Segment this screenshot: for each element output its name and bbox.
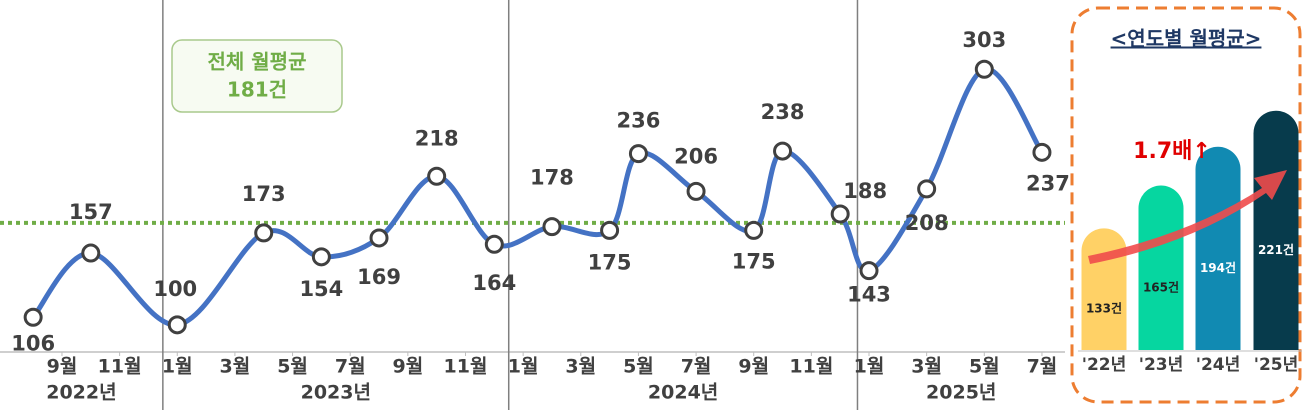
x-tick-label: 5월 bbox=[969, 356, 1000, 378]
data-label: 164 bbox=[472, 271, 516, 295]
data-point bbox=[311, 247, 331, 267]
data-label: 169 bbox=[357, 265, 401, 289]
value-label: 221건 bbox=[1258, 242, 1294, 257]
average-box bbox=[171, 39, 343, 113]
average-label: 전체 월평균 bbox=[208, 50, 307, 74]
x-tick-label: 11월 bbox=[98, 356, 142, 378]
year-label: 2025년 bbox=[926, 382, 996, 404]
x-tick-label: 9월 bbox=[738, 356, 769, 378]
x-tick-label: 1월 bbox=[854, 356, 885, 378]
category-label: '23년 bbox=[1139, 355, 1184, 375]
category-label: '25년 bbox=[1254, 355, 1299, 375]
data-label: 208 bbox=[905, 211, 949, 235]
data-label: 143 bbox=[847, 283, 891, 307]
bar bbox=[1253, 110, 1299, 351]
data-label: 303 bbox=[962, 28, 1006, 52]
data-label: 175 bbox=[588, 250, 632, 274]
data-label: 106 bbox=[11, 331, 55, 355]
x-tick-label: 3월 bbox=[220, 356, 251, 378]
x-tick-label: 9월 bbox=[47, 356, 78, 378]
data-point bbox=[917, 179, 937, 199]
category-label: '24년 bbox=[1196, 355, 1241, 375]
data-point bbox=[81, 243, 101, 263]
x-tick-label: 5월 bbox=[623, 356, 654, 378]
data-label: 175 bbox=[732, 249, 776, 273]
x-tick-label: 3월 bbox=[911, 356, 942, 378]
x-tick-label: 7월 bbox=[681, 356, 712, 378]
x-tick-label: 1월 bbox=[508, 356, 539, 378]
x-tick-label: 7월 bbox=[335, 356, 366, 378]
data-point bbox=[427, 166, 447, 186]
x-tick-label: 1월 bbox=[162, 356, 193, 378]
value-label: 133건 bbox=[1086, 301, 1122, 316]
inset-frame bbox=[1070, 6, 1302, 404]
data-point bbox=[628, 144, 648, 164]
annotation: 1.7배↑ bbox=[1133, 139, 1211, 164]
year-label: 2022년 bbox=[46, 382, 116, 404]
data-point bbox=[974, 59, 994, 79]
data-label: 238 bbox=[761, 100, 805, 124]
data-point bbox=[542, 217, 562, 237]
x-tick-label: 7월 bbox=[1027, 356, 1058, 378]
x-tick-label: 9월 bbox=[392, 356, 423, 378]
data-point bbox=[686, 181, 706, 201]
data-label: 206 bbox=[674, 144, 718, 168]
bar bbox=[1081, 228, 1127, 350]
x-tick-label: 5월 bbox=[277, 356, 308, 378]
x-tick-label: 3월 bbox=[565, 356, 596, 378]
year-label: 2024년 bbox=[648, 382, 718, 404]
data-label: 237 bbox=[1026, 171, 1070, 195]
data-point bbox=[484, 234, 504, 254]
data-label: 173 bbox=[242, 182, 286, 206]
trend-arrow bbox=[1088, 170, 1287, 264]
data-label: 188 bbox=[843, 179, 887, 203]
x-tick-label: 11월 bbox=[789, 356, 833, 378]
bar bbox=[1138, 185, 1184, 350]
data-point bbox=[600, 220, 620, 240]
data-point bbox=[773, 141, 793, 161]
data-point bbox=[254, 223, 274, 243]
data-point bbox=[1032, 142, 1052, 162]
value-label: 194건 bbox=[1200, 260, 1236, 275]
inset-title: <연도별 월평균> bbox=[1111, 27, 1262, 51]
data-label: 236 bbox=[617, 109, 661, 133]
data-point bbox=[167, 315, 187, 335]
average-value: 181건 bbox=[227, 78, 287, 102]
data-point bbox=[830, 204, 850, 224]
x-tick-label: 11월 bbox=[444, 356, 488, 378]
year-label: 2023년 bbox=[301, 382, 371, 404]
data-point bbox=[23, 307, 43, 327]
data-point bbox=[744, 220, 764, 240]
category-label: '22년 bbox=[1082, 355, 1127, 375]
value-label: 165건 bbox=[1143, 279, 1179, 294]
data-label: 157 bbox=[69, 200, 113, 224]
bar bbox=[1195, 146, 1241, 350]
data-label: 100 bbox=[153, 277, 197, 301]
data-label: 178 bbox=[530, 166, 574, 190]
data-point bbox=[369, 228, 389, 248]
data-point bbox=[859, 261, 879, 281]
data-label: 218 bbox=[415, 126, 459, 150]
data-label: 154 bbox=[299, 277, 343, 301]
